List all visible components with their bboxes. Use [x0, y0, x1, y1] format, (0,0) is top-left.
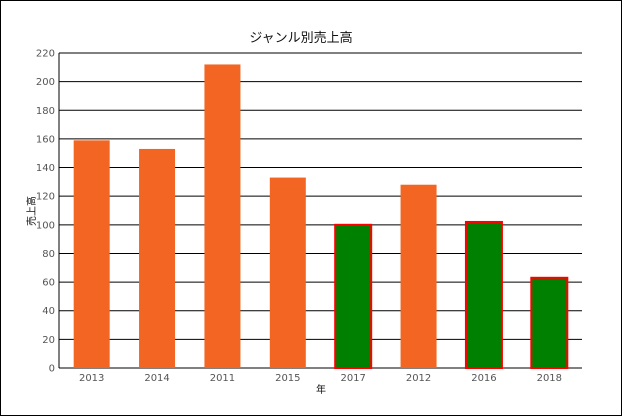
- y-tick-label: 200: [36, 77, 55, 88]
- y-tick-label: 180: [36, 106, 55, 117]
- x-tick-label: 2014: [144, 373, 169, 384]
- y-axis-ticks: 0 20 40 60 80 100 120 140 160 180 200 220: [36, 49, 55, 375]
- bar-2014: [139, 148, 176, 368]
- bar-2013: [73, 140, 110, 368]
- x-tick-label: 2011: [210, 373, 235, 384]
- bar-2018: [530, 276, 569, 369]
- bar-2011: [204, 64, 241, 369]
- y-tick-label: 160: [36, 134, 55, 145]
- y-tick-label: 20: [42, 335, 55, 346]
- x-axis-label: 年: [316, 383, 326, 396]
- chart-title: ジャンル別売上高: [249, 30, 352, 46]
- x-tick-label: 2013: [79, 373, 104, 384]
- y-tick-label: 40: [42, 306, 55, 317]
- y-tick-label: 0: [49, 364, 55, 375]
- bar-2017: [334, 223, 373, 369]
- x-tick-label: 2016: [471, 373, 496, 384]
- bar-2015: [269, 177, 306, 368]
- x-tick-label: 2017: [340, 373, 365, 384]
- bars: [73, 64, 569, 369]
- x-tick-label: 2012: [406, 373, 431, 384]
- x-tick-label: 2015: [275, 373, 300, 384]
- y-tick-label: 120: [36, 192, 55, 203]
- y-tick-label: 100: [36, 220, 55, 231]
- y-tick-label: 80: [42, 249, 55, 260]
- bar-2012: [400, 184, 437, 368]
- y-tick-label: 60: [42, 278, 55, 289]
- x-axis-ticks: 2013 2014 2011 2015 2017 2012 2016 2018: [79, 373, 562, 384]
- x-tick-label: 2018: [537, 373, 562, 384]
- y-tick-label: 220: [36, 49, 55, 60]
- y-axis-label: 売上高: [25, 196, 38, 226]
- bar-2016: [464, 220, 503, 369]
- y-tick-label: 140: [36, 163, 55, 174]
- gridlines: [58, 52, 582, 369]
